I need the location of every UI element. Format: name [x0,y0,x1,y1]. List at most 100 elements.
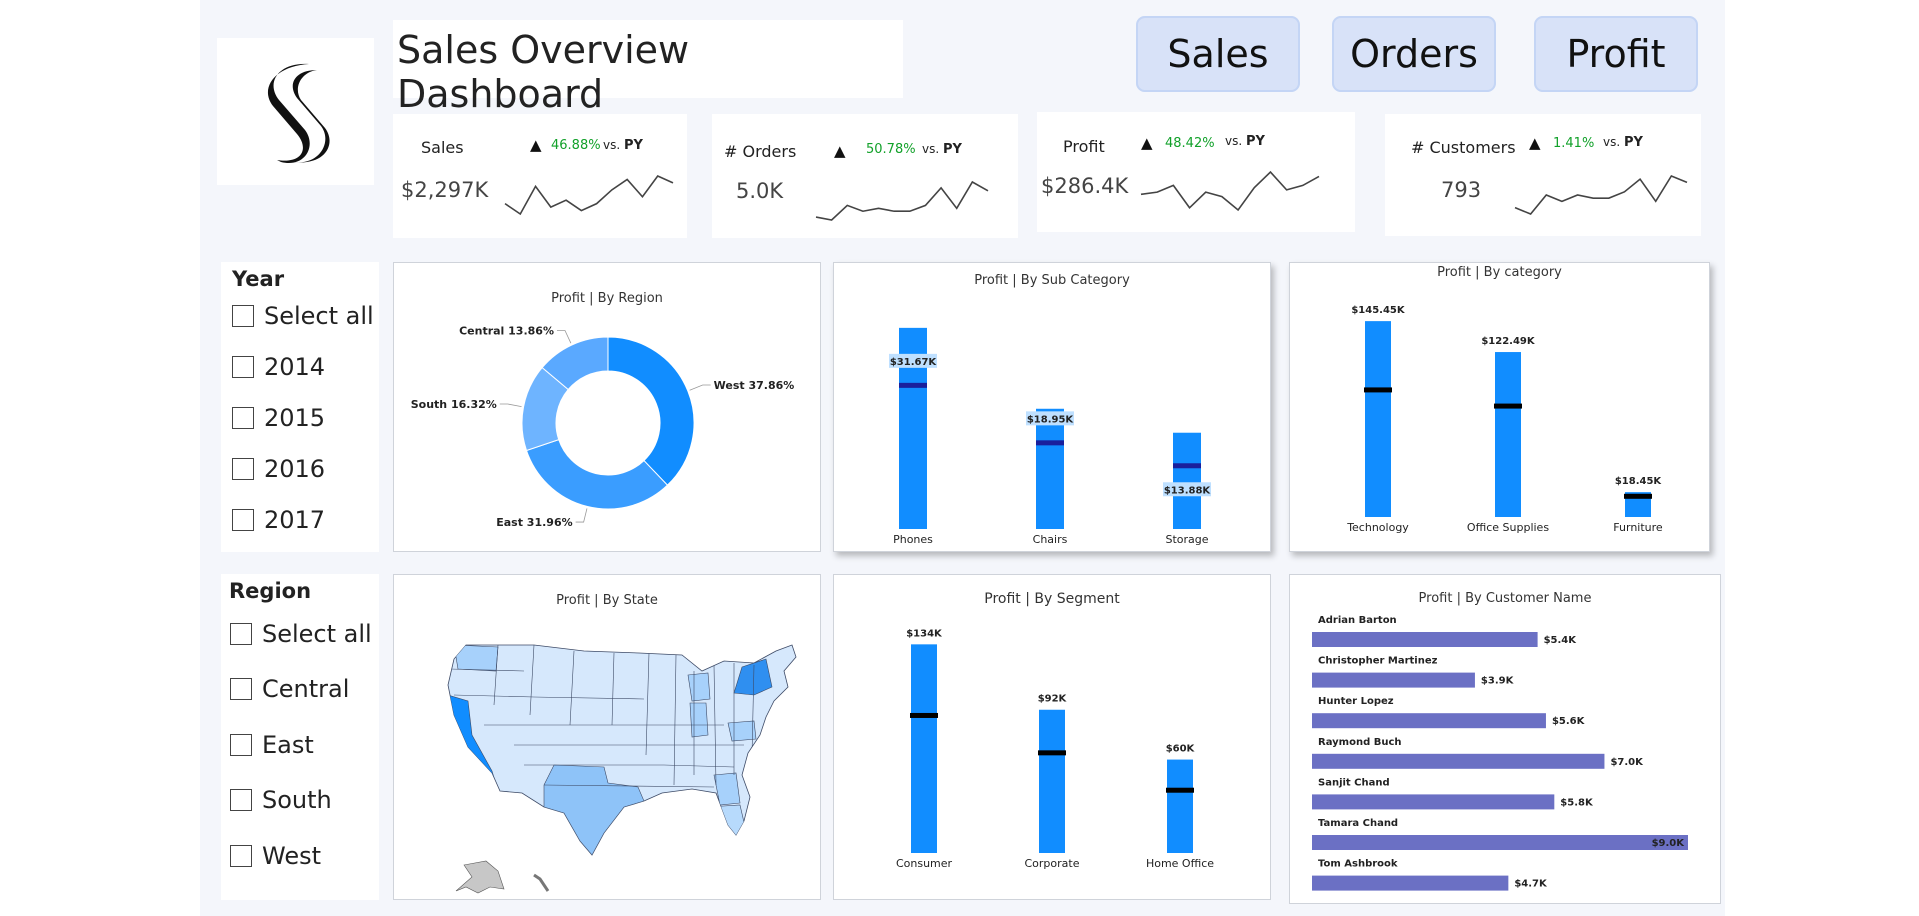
kpi-sparkline [504,175,674,216]
data-label: $9.0K [1652,838,1686,849]
checkbox[interactable] [230,678,252,700]
state-georgia [713,772,741,806]
bar [1312,875,1509,891]
data-label: $134K [906,628,943,639]
target-label: $13.88K [1164,485,1212,496]
kpi-vs: vs. PY [1225,134,1265,149]
slicer-item-2015[interactable]: 2015 [232,404,325,432]
tick-label: Home Office [1146,857,1214,870]
target-label-bg [889,353,937,368]
dashboard-canvas: Sales Overview Dashboard Sales Orders Pr… [200,0,1725,916]
subcategory-bar-chart: $31.67K Phones $18.95K Chairs $13.88K Storage [889,327,1212,546]
slicer-item-2017[interactable]: 2017 [232,506,325,534]
bar [911,644,937,853]
tick-label: Office Supplies [1467,521,1549,534]
target-marker [1038,750,1066,756]
category-label: Adrian Barton [1318,615,1397,626]
kpi-change: 46.88% [551,138,601,153]
target-label-bg [1163,482,1211,497]
nav-profit-button[interactable]: Profit [1534,16,1698,92]
segment-chart-card: Profit | By Segment $134K Consumer $92K Cor… [833,574,1271,900]
segment-bar-chart: $134K Consumer $92K Corporate $60K Home Offic… [896,628,1214,870]
kpi-label: Profit [1063,137,1105,156]
customer-bar-chart: Adrian Barton $5.4K Christopher Martinez $3… [1312,615,1688,891]
nav-orders-button[interactable]: Orders [1332,16,1496,92]
category-label: Hunter Lopez [1318,696,1394,707]
slicer-item-central[interactable]: Central [230,675,349,703]
kpi-card-profit: Profit ▲ 48.42% vs. PY $286.4K [1037,112,1355,232]
category-label: Tom Ashbrook [1318,859,1398,870]
bar [1312,794,1555,810]
bar [1312,632,1538,647]
state-alaska [455,860,505,894]
target-marker [899,382,927,388]
category-label: Raymond Buch [1318,737,1402,748]
target-label: $18.95K [1027,414,1075,425]
up-triangle-icon: ▲ [834,142,846,160]
bar [1036,408,1064,529]
region-donut-card: Profit | By Region West 37.86% East 31.96… [393,262,821,552]
region-slicer: Region Select all Central East South Wes… [221,574,379,900]
kpi-vs: vs. PY [1603,135,1643,150]
category-label: Sanjit Chand [1318,777,1390,788]
data-label: $145.45K [1351,305,1406,316]
state-virginia [727,720,757,742]
slicer-item-west[interactable]: West [230,842,321,870]
checkbox[interactable] [230,734,252,756]
checkbox[interactable] [230,845,252,867]
kpi-card-sales: Sales ▲ 46.88% vs. PY $2,297K [393,114,687,238]
sparkline-series [504,175,674,216]
tick-label: Consumer [896,857,953,870]
chart-title: Profit | By Sub Category [974,273,1130,288]
chart-title: Profit | By Segment [984,591,1120,607]
slicer-item-select-all[interactable]: Select all [230,620,372,648]
checkbox[interactable] [232,356,254,378]
target-marker [1036,440,1064,446]
tick-label: Phones [893,533,933,546]
donut-label: Central 13.86% [459,325,554,338]
kpi-label: Sales [421,138,464,157]
checkbox[interactable] [232,458,254,480]
tick-label: Furniture [1613,521,1663,534]
slicer-item-2016[interactable]: 2016 [232,455,325,483]
checkbox[interactable] [230,789,252,811]
donut-slice [607,336,695,486]
sparkline-series [815,180,989,221]
kpi-card-customers: # Customers ▲ 1.41% vs. PY 793 [1385,114,1701,236]
kpi-value: 5.0K [736,179,784,203]
kpi-change: 48.42% [1165,136,1215,151]
page-title: Sales Overview Dashboard [393,20,903,116]
bar [1167,759,1193,853]
state-michigan [687,672,711,702]
slicer-item-south[interactable]: South [230,786,332,814]
data-label: $5.4K [1544,635,1578,646]
nav-sales-button[interactable]: Sales [1136,16,1300,92]
target-marker [1166,787,1194,793]
checkbox[interactable] [232,509,254,531]
kpi-sparkline [1140,170,1320,212]
bar [1495,352,1521,517]
tick-label: Technology [1346,521,1409,534]
chart-title: Profit | By Customer Name [1418,591,1592,606]
kpi-value: $286.4K [1041,174,1129,198]
kpi-card-orders: # Orders ▲ 50.78% vs. PY 5.0K [712,114,1018,238]
logo-card [217,38,374,185]
slicer-item-2014[interactable]: 2014 [232,353,325,381]
chart-title: Profit | By Region [551,291,663,306]
kpi-value: 793 [1441,178,1482,202]
chart-title: Profit | By category [1437,265,1562,280]
slicer-item-select-all[interactable]: Select all [232,302,374,330]
data-label: $60K [1166,744,1196,755]
kpi-value: $2,297K [401,178,489,202]
subcategory-chart-card: Profit | By Sub Category $31.67K Phones $1… [833,262,1271,552]
donut-leader-line [499,403,522,408]
chart-title: Profit | By State [556,593,658,608]
slicer-item-east[interactable]: East [230,731,314,759]
checkbox[interactable] [232,407,254,429]
data-label: $5.8K [1560,797,1594,808]
checkbox[interactable] [230,623,252,645]
kpi-vs: vs. PY [922,142,962,157]
category-chart-card: Profit | By category $145.45K Technology $… [1289,262,1710,552]
kpi-sparkline [1514,175,1688,215]
checkbox[interactable] [232,305,254,327]
